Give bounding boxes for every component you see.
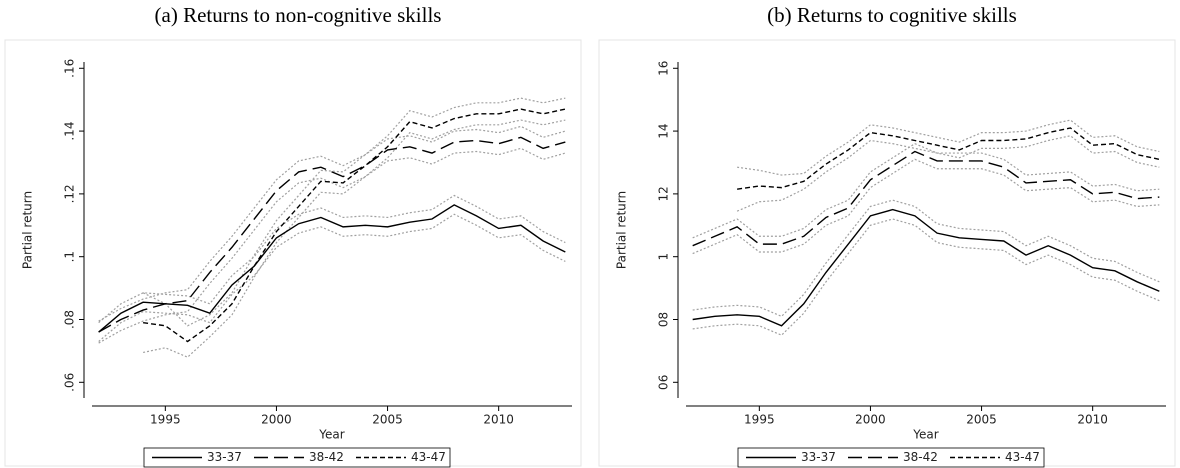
confidence-bound — [98, 194, 566, 324]
y-tick-label: .1 — [63, 251, 77, 262]
x-tick-label: 2005 — [372, 413, 403, 427]
x-axis-label: Year — [912, 428, 938, 442]
y-axis-label: Partial return — [21, 191, 35, 269]
y-tick-label: 1 — [657, 253, 671, 261]
y-tick-label: 14 — [657, 123, 671, 138]
confidence-bound — [98, 147, 566, 344]
confidence-bound — [142, 119, 566, 358]
confidence-bound — [692, 142, 1160, 239]
series-line — [143, 108, 566, 343]
y-tick-label: 08 — [657, 312, 671, 327]
legend-label: 43-47 — [1005, 450, 1040, 464]
panel-frame — [4, 39, 582, 467]
x-tick-label: 2000 — [855, 413, 886, 427]
panel: (a) Returns to non-cognitive skills .06 .0… — [4, 3, 582, 468]
y-tick-label: 06 — [657, 375, 671, 390]
legend-label: 38-42 — [903, 450, 938, 464]
confidence-bound — [692, 158, 1160, 255]
x-tick-label: 2000 — [261, 413, 292, 427]
y-tick-label: .12 — [63, 184, 77, 203]
legend-label: 43-47 — [411, 450, 446, 464]
series-line — [98, 136, 566, 333]
confidence-bound — [692, 199, 1160, 318]
x-tick-label: 2010 — [483, 413, 514, 427]
panel: (b) Returns to cognitive skills 06 08 1 12 14… — [598, 3, 1176, 468]
series-line — [692, 208, 1160, 327]
x-tick-label: 2005 — [966, 413, 997, 427]
confidence-bound — [98, 125, 566, 322]
x-axis-label: Year — [318, 428, 344, 442]
y-tick-label: 12 — [657, 186, 671, 201]
confidence-bound — [142, 97, 566, 327]
panel-frame — [598, 39, 1176, 467]
confidence-bound — [737, 119, 1160, 176]
y-tick-label: 16 — [657, 61, 671, 76]
y-tick-label: .16 — [63, 59, 77, 78]
series-line — [692, 150, 1160, 247]
x-tick-label: 1995 — [744, 413, 775, 427]
legend-label: 38-42 — [309, 450, 344, 464]
y-tick-label: .14 — [63, 122, 77, 141]
x-tick-label: 1995 — [150, 413, 181, 427]
legend-label: 33-37 — [801, 450, 836, 464]
y-tick-label: .08 — [63, 310, 77, 329]
panel-title: (a) Returns to non-cognitive skills — [155, 3, 442, 27]
y-axis-label: Partial return — [615, 191, 629, 269]
x-tick-label: 2010 — [1077, 413, 1108, 427]
panel-title: (b) Returns to cognitive skills — [767, 3, 1017, 27]
confidence-bound — [692, 218, 1160, 336]
legend-label: 33-37 — [207, 450, 242, 464]
confidence-bound — [98, 213, 566, 342]
series-line — [98, 204, 566, 333]
series-line — [737, 127, 1160, 190]
confidence-bound — [736, 135, 1160, 212]
y-tick-label: .06 — [63, 373, 77, 392]
